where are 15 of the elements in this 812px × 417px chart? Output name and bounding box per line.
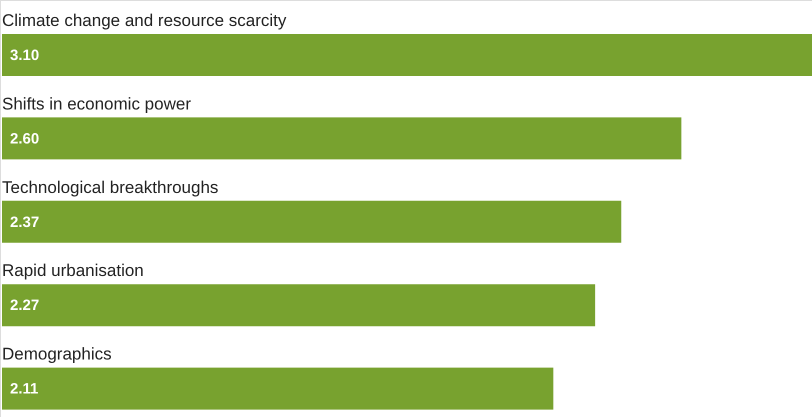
y-tick-label: Rapid urbanisation	[2, 261, 144, 280]
bar	[2, 284, 596, 326]
bar	[2, 34, 812, 76]
bar	[2, 200, 622, 243]
y-tick-label: Climate change and resource scarcity	[2, 11, 287, 30]
data-label: 2.37	[10, 214, 40, 231]
bar	[2, 368, 554, 410]
y-tick-label: Technological breakthroughs	[2, 178, 218, 197]
y-tick-label: Shifts in economic power	[2, 94, 192, 114]
data-label: 2.27	[10, 297, 40, 314]
data-label: 3.10	[10, 47, 40, 64]
data-label: 2.60	[10, 130, 40, 148]
y-tick-label: Demographics	[2, 344, 112, 364]
bar	[2, 117, 682, 160]
data-label: 2.11	[10, 380, 38, 398]
